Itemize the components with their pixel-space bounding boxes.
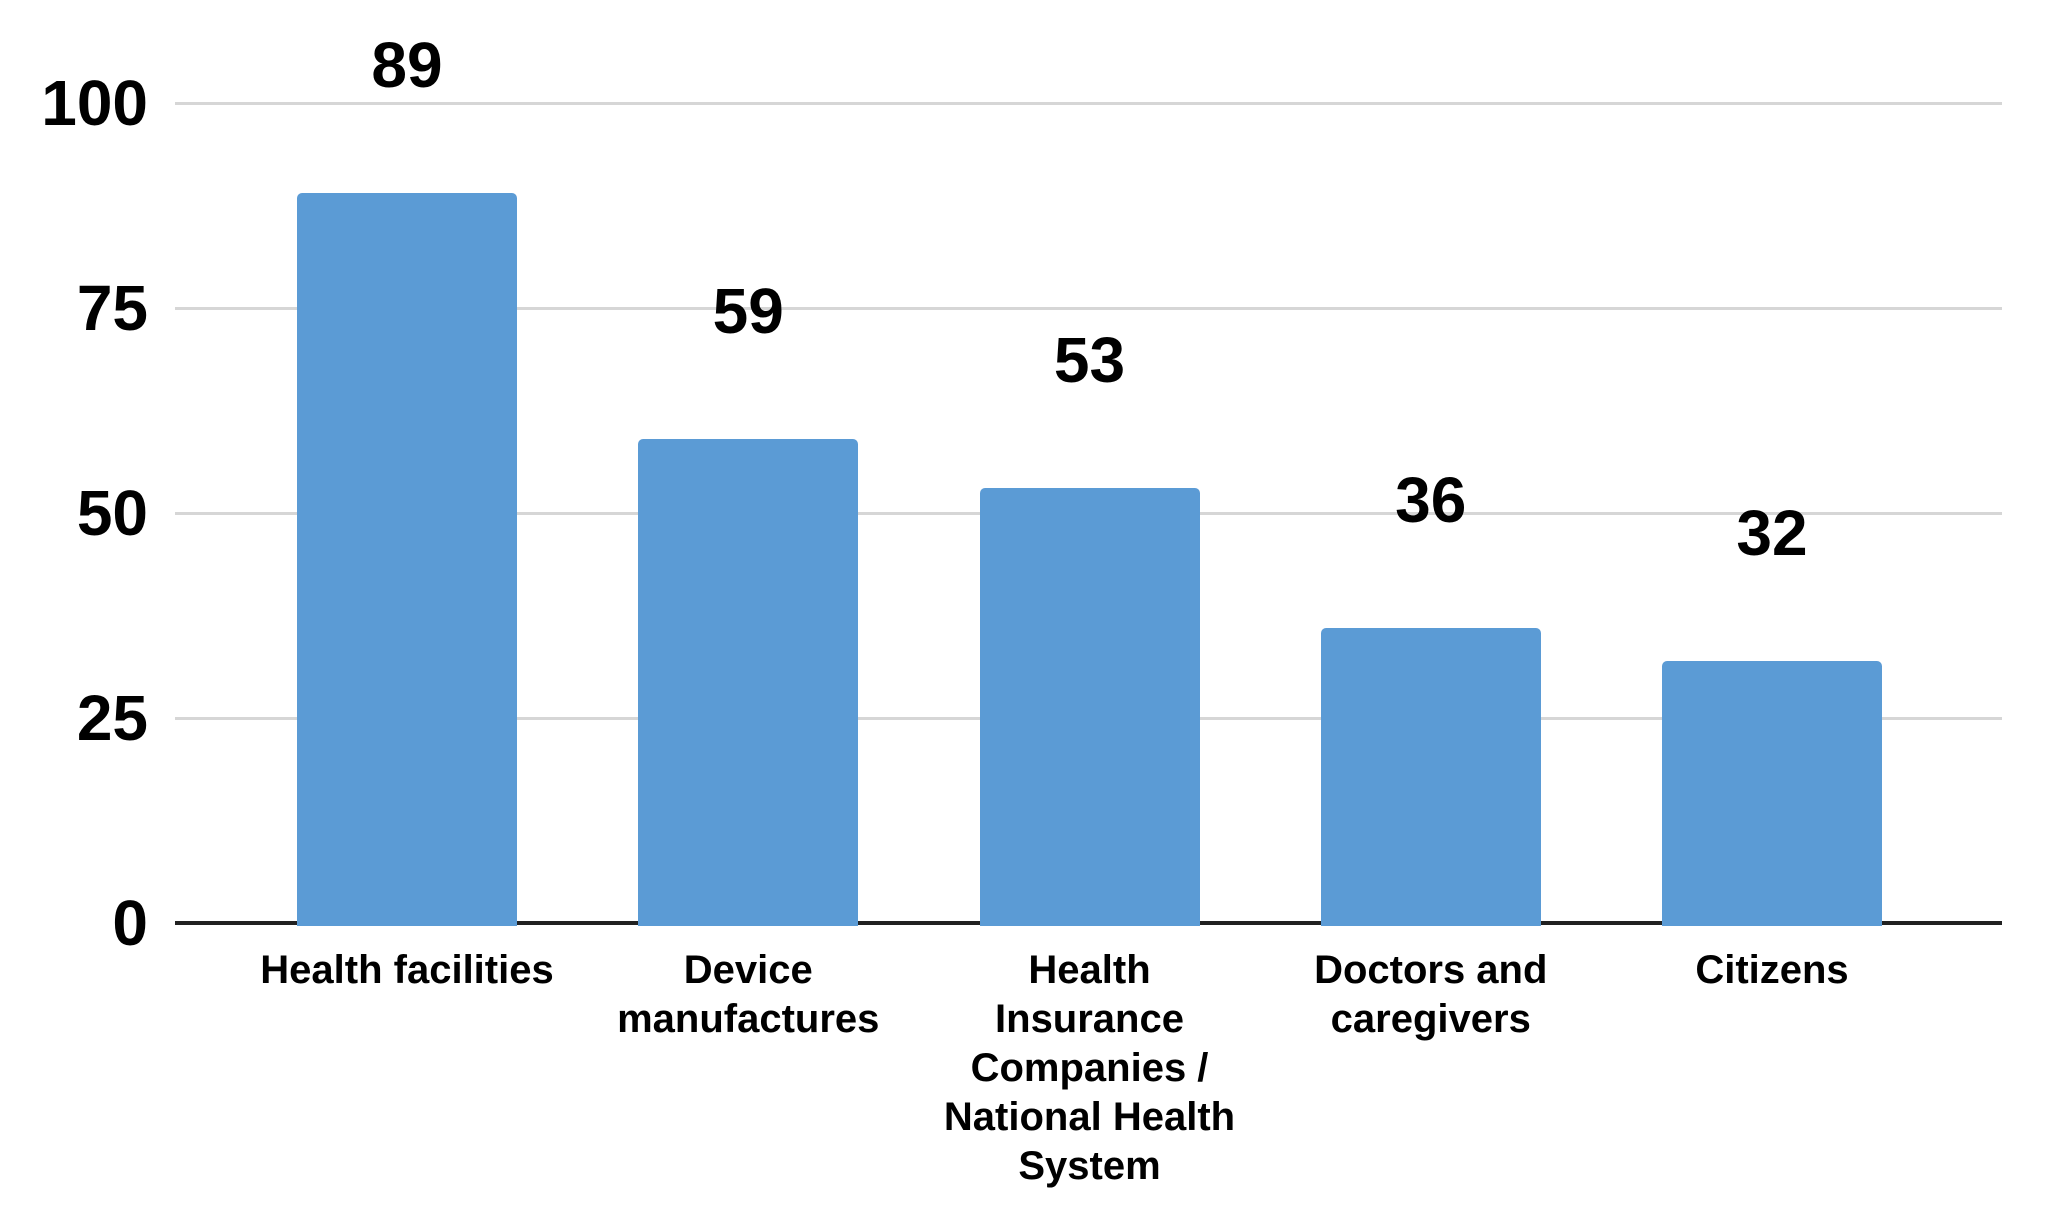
category-label-line: Health facilities bbox=[260, 948, 554, 992]
category-label-line: manufactures bbox=[617, 997, 880, 1041]
y-tick-label: 0 bbox=[112, 887, 148, 959]
bar bbox=[979, 488, 1200, 926]
bar bbox=[1662, 660, 1882, 926]
category-label-line: caregivers bbox=[1330, 997, 1531, 1041]
category-label: Health facilities bbox=[217, 946, 597, 995]
category-label-line: National Health bbox=[943, 1095, 1236, 1139]
category-label-line: Insurance bbox=[995, 997, 1184, 1041]
category-label: Doctors and caregivers bbox=[1241, 946, 1621, 1044]
category-label: Health Insurance Companies / National Healt… bbox=[900, 946, 1280, 1191]
category-label: Citizens bbox=[1582, 946, 1962, 995]
bar-value-label: 89 bbox=[371, 29, 443, 102]
bar bbox=[638, 439, 859, 926]
category-label: Device manufactures bbox=[558, 946, 938, 1044]
bar bbox=[297, 193, 517, 926]
category-label-line: Doctors and bbox=[1314, 948, 1548, 992]
bar bbox=[1320, 627, 1541, 926]
bar-value-label: 53 bbox=[1053, 324, 1126, 397]
y-tick-label: 100 bbox=[41, 67, 148, 139]
category-label-line: Health bbox=[1028, 948, 1151, 992]
gridline-100 bbox=[175, 101, 2002, 105]
bar-value-label: 36 bbox=[1395, 463, 1467, 536]
y-tick-label: 75 bbox=[76, 272, 148, 344]
bar-value-label: 32 bbox=[1736, 496, 1808, 569]
y-tick-label: 50 bbox=[76, 477, 148, 549]
category-label-line: Citizens bbox=[1695, 948, 1849, 992]
category-label-line: System bbox=[1018, 1144, 1161, 1188]
y-tick-label: 25 bbox=[76, 682, 148, 754]
category-label-line: Device bbox=[683, 948, 813, 992]
category-label-line: Companies / bbox=[970, 1046, 1209, 1090]
bar-value-label: 59 bbox=[712, 275, 784, 348]
gridline-75 bbox=[175, 306, 2002, 310]
